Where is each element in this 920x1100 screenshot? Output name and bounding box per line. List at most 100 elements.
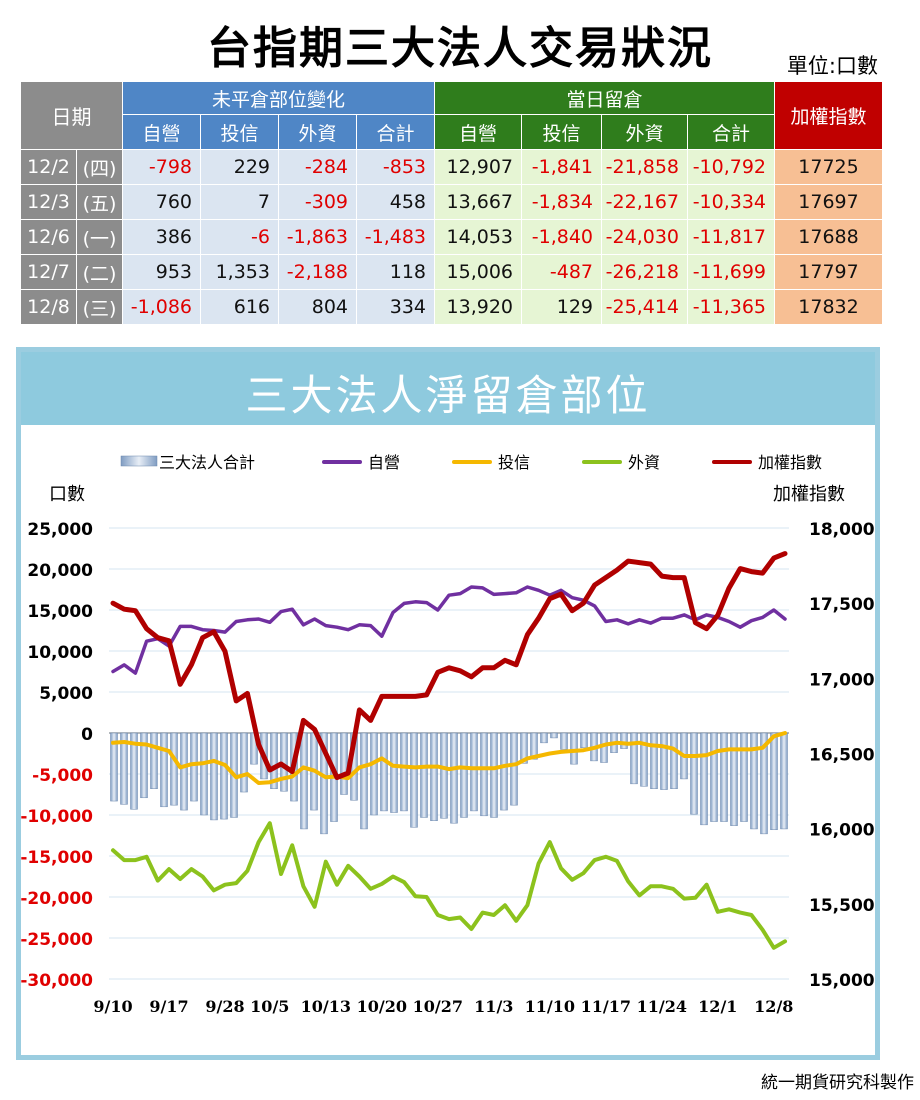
y-left-axis-label: 口數	[49, 484, 85, 505]
row-date: 12/6	[20, 219, 77, 255]
row-date: 12/3	[20, 184, 77, 220]
sub-header-total: 合計	[355, 114, 436, 150]
bar-total	[670, 732, 678, 790]
bar-total	[210, 732, 218, 821]
cell-value: -1,863	[278, 219, 357, 255]
cell-value: -1,483	[355, 219, 436, 255]
sub-header-dealer: 自營	[122, 114, 201, 150]
y-left-tick-label: 20,000	[27, 561, 93, 581]
x-tick-label: 11/3	[474, 997, 513, 1016]
row-weekday: (一)	[76, 219, 123, 255]
x-tick-label: 12/1	[698, 997, 737, 1016]
y-left-tick-label: -10,000	[21, 807, 93, 827]
daily-holdings-header: 當日留倉	[434, 81, 776, 115]
table-row: 12/6 (一) 386 -6 -1,863 -1,483 14,053 -1,…	[20, 219, 884, 255]
cell-value: 1,353	[200, 254, 279, 290]
x-tick-label: 10/27	[413, 997, 463, 1016]
cell-value: 13,667	[434, 184, 523, 220]
bar-total	[770, 732, 778, 831]
cell-index: 17797	[774, 254, 884, 290]
legend-label-trust: 投信	[498, 453, 530, 472]
cell-value: -10,792	[687, 149, 776, 185]
table-row: 12/3 (五) 760 7 -309 458 13,667 -1,834 -2…	[20, 184, 884, 220]
bar-total	[560, 732, 568, 750]
cell-value: -2,188	[278, 254, 357, 290]
bar-total	[760, 732, 768, 835]
cell-value: -11,365	[687, 289, 776, 325]
row-weekday: (三)	[76, 289, 123, 325]
bar-total	[120, 732, 128, 805]
x-tick-label: 11/10	[525, 997, 575, 1016]
bar-total	[550, 732, 558, 739]
row-date: 12/2	[20, 149, 77, 185]
y-left-tick-label: -20,000	[21, 889, 93, 909]
cell-value: 229	[200, 149, 279, 185]
cell-value: 12,907	[434, 149, 523, 185]
open-interest-change-header: 未平倉部位變化	[121, 81, 436, 115]
bar-total	[150, 732, 158, 790]
bar-total	[240, 732, 248, 793]
bar-total	[440, 732, 448, 819]
cell-value: 15,006	[434, 254, 523, 290]
page-title: 台指期三大法人交易狀況	[207, 23, 713, 74]
chart-header: 三大法人淨留倉部位	[21, 352, 875, 425]
chart-panel: 三大法人淨留倉部位 25,000 20,000 15,000 10,000 5,000 0…	[16, 347, 880, 1060]
cell-value: 129	[521, 289, 603, 325]
cell-value: -24,030	[601, 219, 689, 255]
bar-total	[190, 732, 198, 802]
line-foreign	[111, 821, 787, 950]
cell-value: 458	[355, 184, 436, 220]
chart-title: 三大法人淨留倉部位	[245, 371, 651, 420]
sub-header-foreign: 外資	[278, 114, 357, 150]
legend-label-foreign: 外資	[628, 453, 660, 472]
sub-header-dealer: 自營	[434, 114, 523, 150]
bar-total	[340, 732, 348, 795]
table-row: 12/2 (四) -798 229 -284 -853 12,907 -1,84…	[20, 149, 884, 185]
bar-total	[180, 732, 188, 811]
cell-value: -798	[122, 149, 201, 185]
bar-total	[540, 732, 548, 744]
y-right-axis-label: 加權指數	[773, 484, 845, 505]
cell-value: -1,834	[521, 184, 603, 220]
cell-value: -1,840	[521, 219, 603, 255]
cell-value: -853	[355, 149, 436, 185]
bar-total	[130, 732, 138, 810]
cell-value: -1,841	[521, 149, 603, 185]
bar-total	[410, 732, 418, 828]
row-weekday: (二)	[76, 254, 123, 290]
bar-total	[300, 732, 308, 830]
table-row: 12/7 (二) 953 1,353 -2,188 118 15,006 -48…	[20, 254, 884, 290]
cell-value: -21,858	[601, 149, 689, 185]
bar-total	[640, 732, 648, 787]
bar-total	[390, 732, 398, 813]
cell-value: -11,699	[687, 254, 776, 290]
bar-total	[430, 732, 438, 821]
bar-total	[630, 732, 638, 785]
x-tick-label: 12/8	[754, 997, 793, 1016]
cell-value: 7	[200, 184, 279, 220]
bar-total	[380, 732, 388, 812]
bar-total	[110, 732, 118, 802]
bar-total	[700, 732, 708, 826]
cell-value: 804	[278, 289, 357, 325]
bar-total	[740, 732, 748, 822]
legend-label-total: 三大法人合計	[159, 453, 255, 472]
x-tick-label: 9/10	[93, 997, 132, 1016]
bar-total	[780, 732, 788, 830]
row-weekday: (四)	[76, 149, 123, 185]
cell-value: -487	[521, 254, 603, 290]
bar-total	[170, 732, 178, 806]
bar-total	[480, 732, 488, 817]
cell-value: -284	[278, 149, 357, 185]
bar-total	[370, 732, 378, 816]
bar-total	[580, 732, 588, 749]
y-left-tick-label: -5,000	[32, 766, 93, 786]
cell-value: -26,218	[601, 254, 689, 290]
line-trust	[111, 731, 787, 785]
cell-index: 17697	[774, 184, 884, 220]
row-date: 12/7	[20, 254, 77, 290]
cell-value: -309	[278, 184, 357, 220]
bar-total	[510, 732, 518, 806]
legend-swatch-total	[120, 455, 158, 467]
bar-total	[720, 732, 728, 822]
